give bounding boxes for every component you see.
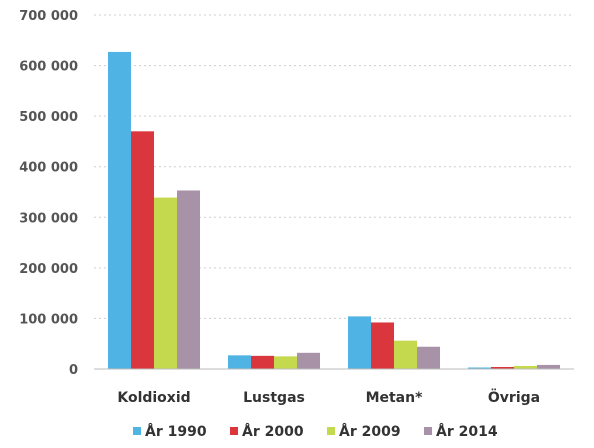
legend-swatch [424, 427, 432, 435]
bar [108, 51, 131, 369]
bar [297, 352, 320, 369]
legend-label: År 2009 [339, 423, 401, 440]
bar [394, 340, 417, 369]
bar [348, 316, 371, 369]
bar [131, 131, 154, 369]
y-tick-label: 0 [69, 363, 78, 378]
x-tick-label: Koldioxid [117, 390, 190, 406]
y-tick-label: 100 000 [19, 312, 78, 327]
x-tick-label: Metan* [366, 390, 424, 406]
legend-swatch [133, 427, 141, 435]
x-tick-label: Övriga [488, 388, 540, 406]
bars [108, 51, 560, 369]
legend-label: År 1990 [145, 423, 207, 440]
legend: År 1990 År 2000 År 2009 År 2014 [133, 423, 498, 440]
legend-swatch [230, 427, 238, 435]
y-tick-label: 700 000 [19, 9, 78, 24]
y-axis: 0 100 000 200 000 300 000 400 000 500 000 600 … [19, 9, 78, 378]
y-tick-label: 600 000 [19, 60, 78, 75]
bar [274, 356, 297, 369]
bar [537, 364, 560, 369]
bar [251, 355, 274, 369]
x-tick-label: Lustgas [243, 390, 305, 406]
bar [514, 365, 537, 369]
y-tick-label: 400 000 [19, 161, 78, 176]
y-tick-label: 200 000 [19, 262, 78, 277]
bar [177, 190, 200, 369]
bar [491, 366, 514, 369]
legend-swatch [327, 427, 335, 435]
y-tick-label: 300 000 [19, 211, 78, 226]
x-axis: Koldioxid Lustgas Metan* Övriga [117, 388, 540, 406]
bar [468, 367, 491, 369]
y-tick-label: 500 000 [19, 110, 78, 125]
bar [154, 197, 177, 369]
bar [228, 355, 251, 369]
legend-label: År 2000 [242, 423, 304, 440]
bar [417, 346, 440, 369]
bar [371, 322, 394, 369]
legend-label: År 2014 [436, 423, 498, 440]
